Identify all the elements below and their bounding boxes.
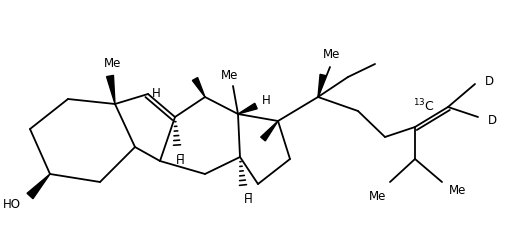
Polygon shape xyxy=(27,174,50,199)
Text: Me: Me xyxy=(369,190,387,203)
Polygon shape xyxy=(261,121,278,141)
Polygon shape xyxy=(107,76,115,105)
Text: Me: Me xyxy=(323,47,341,60)
Text: Me: Me xyxy=(105,56,122,69)
Text: D: D xyxy=(487,113,496,126)
Text: HO: HO xyxy=(3,198,21,211)
Text: H: H xyxy=(152,86,161,99)
Polygon shape xyxy=(192,78,205,98)
Polygon shape xyxy=(318,75,326,98)
Text: Me: Me xyxy=(221,68,239,81)
Text: H: H xyxy=(262,94,270,107)
Text: H̅: H̅ xyxy=(176,153,184,166)
Text: H̅: H̅ xyxy=(243,193,252,206)
Polygon shape xyxy=(238,104,257,114)
Text: Me: Me xyxy=(449,184,467,197)
Text: D: D xyxy=(484,74,493,87)
Text: $^{13}$C: $^{13}$C xyxy=(413,97,434,114)
